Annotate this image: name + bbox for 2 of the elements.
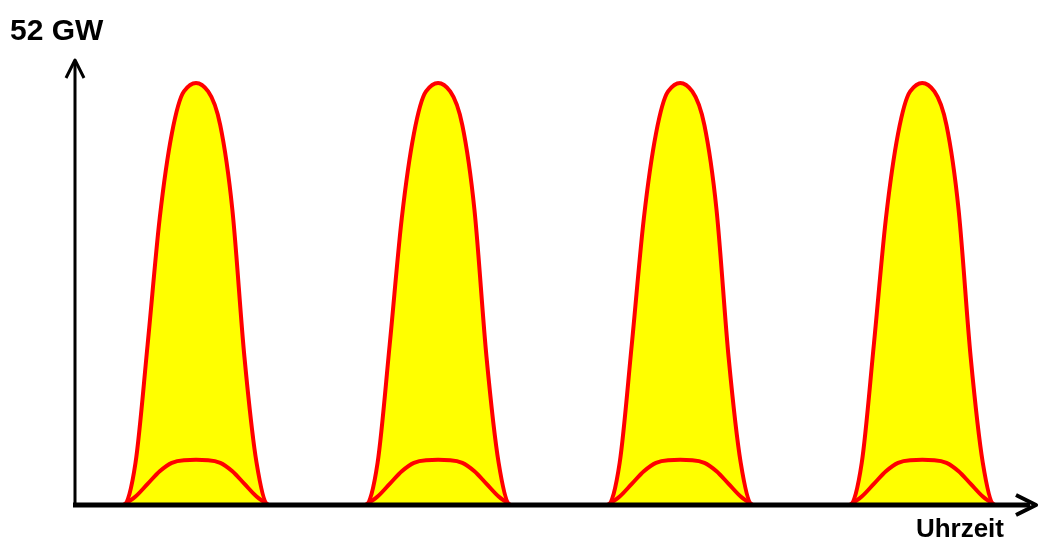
text: 52 GW: [10, 13, 105, 46]
text: Uhrzeit: [915, 513, 1005, 542]
